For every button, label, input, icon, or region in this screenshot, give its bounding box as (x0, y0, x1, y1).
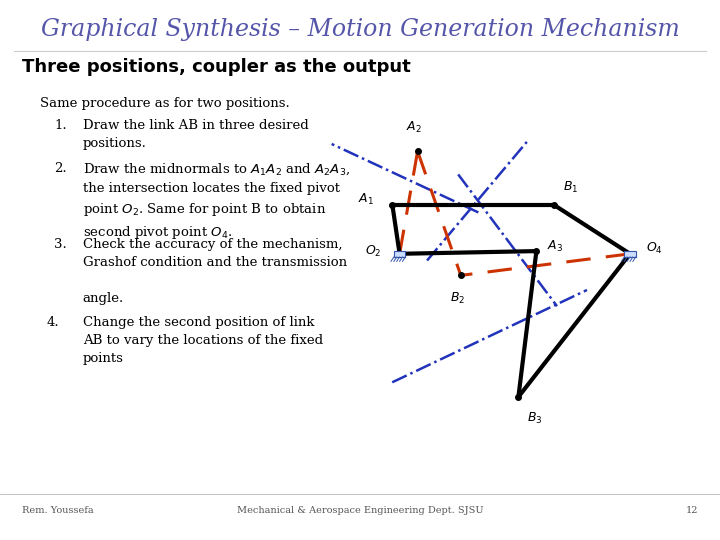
Text: Three positions, coupler as the output: Three positions, coupler as the output (22, 58, 410, 77)
Text: 12: 12 (686, 506, 698, 515)
Text: Draw the link AB in three desired
positions.: Draw the link AB in three desired positi… (83, 119, 309, 150)
Text: $A_3$: $A_3$ (547, 239, 563, 254)
Text: $A_2$: $A_2$ (406, 120, 422, 135)
Text: 1.: 1. (54, 119, 67, 132)
Bar (624, 251, 636, 257)
Text: Rem. Youssefa: Rem. Youssefa (22, 506, 93, 515)
Text: $O_4$: $O_4$ (646, 241, 662, 256)
Text: Graphical Synthesis – Motion Generation Mechanism: Graphical Synthesis – Motion Generation … (40, 18, 680, 41)
Text: Draw the midnormals to $A_1A_2$ and $A_2A_3$,
the intersection locates the fixed: Draw the midnormals to $A_1A_2$ and $A_2… (83, 162, 350, 241)
Text: Change the second position of link
AB to vary the locations of the fixed
points: Change the second position of link AB to… (83, 316, 323, 365)
Text: Check the accuracy of the mechanism,
Grashof condition and the transmission

ang: Check the accuracy of the mechanism, Gra… (83, 238, 347, 305)
Bar (394, 251, 405, 257)
Text: 3.: 3. (54, 238, 67, 251)
Text: 4.: 4. (47, 316, 60, 329)
Text: Mechanical & Aerospace Engineering Dept. SJSU: Mechanical & Aerospace Engineering Dept.… (237, 506, 483, 515)
Text: $B_1$: $B_1$ (563, 180, 578, 195)
Text: $B_3$: $B_3$ (527, 410, 542, 426)
Text: $A_1$: $A_1$ (359, 192, 374, 207)
Text: $B_2$: $B_2$ (449, 291, 465, 306)
Text: 2.: 2. (54, 162, 67, 175)
Text: Same procedure as for two positions.: Same procedure as for two positions. (40, 97, 289, 110)
Text: $O_2$: $O_2$ (365, 244, 382, 259)
